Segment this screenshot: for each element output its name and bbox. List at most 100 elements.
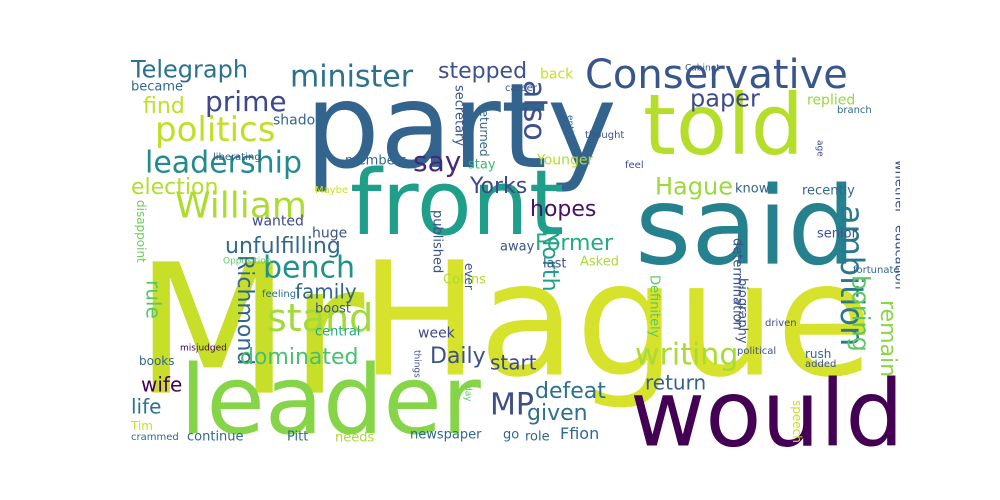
word-37: given xyxy=(527,401,588,426)
word-35: defeat xyxy=(535,379,606,404)
word-69: branch xyxy=(837,105,872,116)
word-40: remain xyxy=(875,300,900,377)
word-10: stand xyxy=(267,296,373,340)
word-32: dominated xyxy=(240,345,359,370)
word-55: whether xyxy=(892,160,900,214)
word-6: told xyxy=(643,76,804,174)
word-31: Richmond xyxy=(232,255,257,365)
word-9: William xyxy=(175,186,307,227)
word-41: family xyxy=(295,279,357,303)
word-42: wife xyxy=(141,372,182,396)
word-23: Hague xyxy=(655,173,733,201)
word-53: recently xyxy=(802,184,855,199)
word-15: Telegraph xyxy=(130,56,248,84)
word-65: entire xyxy=(564,115,574,142)
word-103: day xyxy=(462,385,472,402)
word-101: added xyxy=(805,359,836,370)
word-82: crammed xyxy=(131,432,179,443)
word-96: Definitely xyxy=(647,275,662,338)
word-33: Daily xyxy=(430,344,486,369)
word-4: leader xyxy=(180,346,482,450)
word-49: week xyxy=(418,325,456,341)
word-70: Cabinet xyxy=(685,63,720,73)
word-44: rule xyxy=(141,280,165,319)
word-27: Yorks xyxy=(469,174,527,199)
word-100: rush xyxy=(805,347,831,361)
word-50: huge xyxy=(312,225,347,241)
word-39: boring xyxy=(847,275,875,352)
word-52: know xyxy=(735,182,770,197)
word-61: stay xyxy=(468,158,496,173)
word-64: career xyxy=(505,83,538,94)
word-84: Pitt xyxy=(287,430,308,445)
word-92: away xyxy=(500,240,535,255)
word-20: writing xyxy=(635,338,738,373)
word-2: party xyxy=(305,57,617,195)
word-1: Hague xyxy=(360,229,873,413)
word-80: things xyxy=(411,350,421,378)
word-54: senior xyxy=(817,227,858,242)
word-74: Maybe xyxy=(315,185,348,196)
word-75: Opposition xyxy=(223,256,271,266)
word-94: determination xyxy=(730,238,745,330)
word-60: returned xyxy=(477,105,491,157)
word-11: minister xyxy=(290,60,414,95)
word-63: back xyxy=(540,66,574,82)
word-77: disappoint xyxy=(134,200,148,263)
word-58: members xyxy=(345,154,407,169)
word-76: feeling xyxy=(262,289,296,300)
word-24: find xyxy=(143,94,185,119)
word-26: unfulfilling xyxy=(225,234,341,259)
word-30: North xyxy=(537,230,562,292)
word-46: Collins xyxy=(443,273,486,288)
word-98: political xyxy=(737,346,776,357)
word-34: start xyxy=(490,350,537,374)
word-3: said xyxy=(635,165,856,290)
word-91: published xyxy=(430,210,445,273)
word-21: ambition xyxy=(833,205,871,346)
word-72: became xyxy=(131,80,183,95)
word-51: wanted xyxy=(252,213,304,229)
word-97: fortunate xyxy=(853,265,900,276)
word-17: also xyxy=(517,80,552,141)
word-93: last xyxy=(543,257,566,272)
word-45: Asked xyxy=(580,255,619,270)
word-cloud: Mr Hague party said leader would told front Cons… xyxy=(125,50,900,450)
word-5: would xyxy=(630,360,900,450)
word-88: role xyxy=(525,430,550,445)
word-28: hopes xyxy=(530,197,596,222)
word-86: newspaper xyxy=(410,428,482,443)
word-7: front xyxy=(350,151,564,256)
word-87: go xyxy=(503,428,519,443)
word-43: life xyxy=(131,394,161,418)
word-95: biography xyxy=(735,278,750,344)
word-59: secretary xyxy=(452,85,467,146)
word-85: needs xyxy=(335,431,374,446)
word-18: say xyxy=(413,145,461,178)
word-78: misjudged xyxy=(180,343,227,353)
word-0: Mr xyxy=(135,227,364,436)
word-66: thought xyxy=(585,130,624,141)
word-8: Conservative xyxy=(585,52,848,98)
word-16: stepped xyxy=(438,59,527,84)
word-38: MP xyxy=(490,388,534,423)
word-25: election xyxy=(131,175,218,200)
word-62: replied xyxy=(807,92,855,108)
word-79: books xyxy=(139,354,175,368)
word-57: Younger xyxy=(536,152,594,168)
word-48: central xyxy=(315,325,360,340)
word-73: liberating xyxy=(213,152,261,163)
word-81: Tim xyxy=(130,419,153,433)
word-99: driven xyxy=(765,318,797,329)
word-22: paper xyxy=(690,85,760,113)
word-89: Ffion xyxy=(560,424,599,443)
word-90: ever xyxy=(462,263,476,290)
word-102: speech xyxy=(790,400,804,443)
word-68: age xyxy=(814,140,824,157)
word-71: shadow xyxy=(273,112,327,128)
word-83: continue xyxy=(187,430,244,445)
word-29: Former xyxy=(535,231,614,256)
word-12: politics xyxy=(155,110,275,150)
word-14: prime xyxy=(205,85,287,118)
